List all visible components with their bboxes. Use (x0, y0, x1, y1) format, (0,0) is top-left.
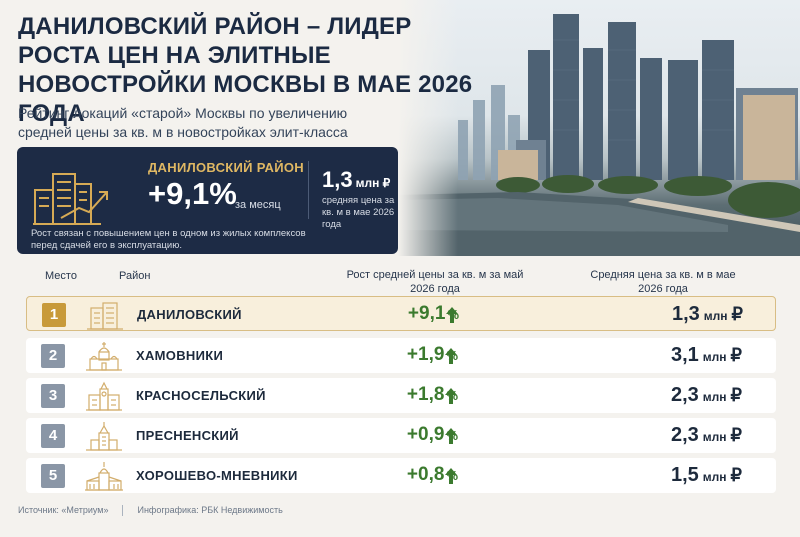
arrow-up-icon (445, 428, 457, 444)
price-unit: млн (703, 309, 728, 323)
price-currency: ₽ (730, 385, 742, 405)
price-currency: ₽ (730, 345, 742, 365)
district-name: ХАМОВНИКИ (136, 348, 224, 363)
highlight-period: за месяц (235, 199, 281, 211)
highlight-district: ДАНИЛОВСКИЙ РАЙОН (148, 160, 304, 175)
growth-value: +1,8% (360, 384, 458, 406)
price-number: 2,3 (670, 384, 699, 406)
footer: Источник: «Метриум» Инфографика: РБК Недв… (18, 505, 283, 517)
price-unit: млн (702, 430, 727, 444)
card-divider (308, 161, 309, 219)
price-unit: млн (702, 350, 727, 364)
price-currency: ₽ (731, 304, 743, 324)
price-value: 1,5 млн ₽ (622, 464, 742, 487)
hero-skyline-photo (398, 0, 800, 256)
highlight-price: 1,3 млн ₽ (322, 167, 390, 193)
arrow-up-icon (445, 468, 457, 484)
growth-value: +1,9% (360, 344, 458, 366)
header-place: Место (45, 270, 77, 282)
growth-number: +9,1 (407, 303, 446, 324)
page-title: ДАНИЛОВСКИЙ РАЙОН – ЛИДЕР РОСТА ЦЕН НА Э… (18, 13, 473, 127)
rank-badge: 2 (41, 344, 65, 368)
header-price: Средняя цена за кв. м в мае 2026 года (590, 269, 736, 295)
price-number: 3,1 (670, 344, 699, 366)
footer-source: Источник: «Метриум» (18, 505, 109, 515)
arrow-up-icon (446, 307, 458, 323)
footer-separator (122, 505, 124, 517)
growth-value: +9,1% (361, 303, 459, 325)
page-subtitle: Рейтинг локаций «старой» Москвы по увели… (18, 105, 348, 140)
price-number: 2,3 (670, 424, 699, 446)
growth-value: +0,9% (360, 424, 458, 446)
growth-value: +0,8% (360, 464, 458, 486)
highlight-price-note: средняя цена за кв. м в мае 2026 года (322, 195, 395, 230)
growth-number: +0,9 (406, 424, 445, 445)
price-number: 1,3 (671, 303, 700, 325)
arrow-up-icon (445, 388, 457, 404)
growth-number: +0,8 (406, 464, 445, 485)
district-name: КРАСНОСЕЛЬСКИЙ (136, 388, 266, 403)
price-value: 1,3 млн ₽ (623, 303, 743, 326)
rank-badge: 4 (41, 424, 65, 448)
price-currency: ₽ (730, 465, 742, 485)
highlight-card: ДАНИЛОВСКИЙ РАЙОН +9,1% за месяц 1,3 млн … (17, 147, 398, 254)
rank-badge: 1 (42, 303, 66, 327)
highlight-note: Рост связан с повышением цен в одном из … (31, 228, 306, 251)
church-icon (86, 342, 122, 371)
price-value: 2,3 млн ₽ (622, 384, 742, 407)
residential-building-icon (87, 302, 123, 330)
highlight-growth: +9,1% (148, 176, 237, 211)
growth-number: +1,9 (406, 344, 445, 365)
rank-badge: 5 (41, 464, 65, 488)
price-currency: ₽ (730, 425, 742, 445)
arrow-up-icon (445, 348, 457, 364)
palace-icon (85, 462, 123, 491)
price-value: 3,1 млн ₽ (622, 344, 742, 367)
footer-credit: Инфографика: РБК Недвижимость (137, 505, 283, 515)
price-unit: млн (702, 390, 727, 404)
growth-number: +1,8 (406, 384, 445, 405)
highlight-price-unit: млн ₽ (355, 176, 391, 190)
rank-badge: 3 (41, 384, 65, 408)
highlight-price-value: 1,3 (322, 167, 353, 192)
hero-fade (398, 0, 458, 256)
station-building-icon (86, 381, 122, 411)
header-growth: Рост средней цены за кв. м за май 2026 г… (346, 269, 524, 295)
header-district: Район (119, 270, 151, 282)
price-number: 1,5 (670, 464, 699, 486)
price-unit: млн (702, 470, 727, 484)
buildings-growth-icon (33, 173, 108, 225)
district-name: ПРЕСНЕНСКИЙ (136, 428, 239, 443)
district-name: ДАНИЛОВСКИЙ (137, 307, 242, 322)
district-name: ХОРОШЕВО-МНЕВНИКИ (136, 468, 298, 483)
highrise-tower-icon (86, 422, 122, 451)
price-value: 2,3 млн ₽ (622, 424, 742, 447)
